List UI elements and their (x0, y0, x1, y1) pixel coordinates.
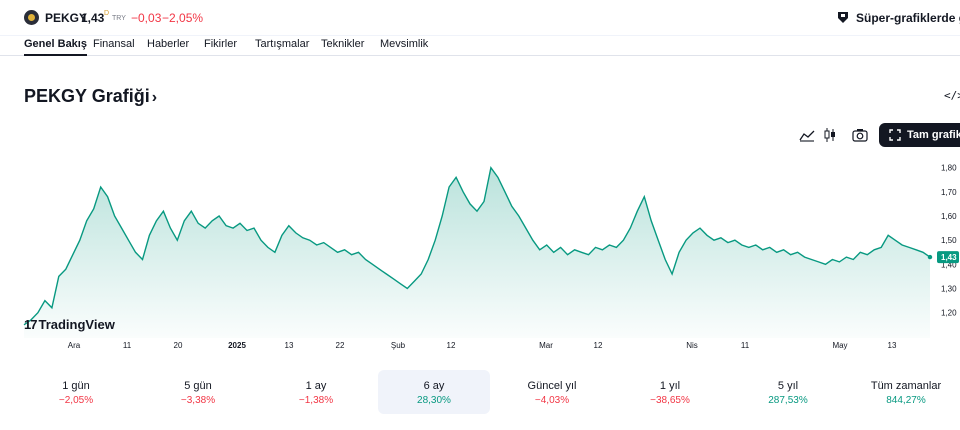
x-tick-label: 12 (594, 341, 603, 350)
period-label: 1 ay (305, 380, 327, 392)
x-tick-label: Nis (686, 341, 698, 350)
full-chart-button[interactable]: Tam grafik (879, 123, 960, 147)
period-ytd[interactable]: Güncel yıl −4,03% (496, 370, 608, 414)
chevron-right-icon: › (151, 89, 158, 106)
x-tick-label: Şub (391, 341, 406, 350)
tab-discussions[interactable]: Tartışmalar (255, 38, 310, 50)
section-tabs: Genel Bakış Finansal Haberler Fikirler T… (0, 36, 960, 56)
company-logo (24, 10, 39, 25)
period-6m[interactable]: 6 ay 28,30% (378, 370, 490, 414)
snapshot-button[interactable] (847, 124, 873, 146)
x-tick-label: 2025 (228, 341, 246, 350)
period-5d[interactable]: 5 gün −3,38% (142, 370, 254, 414)
period-all[interactable]: Tüm zamanlar 844,27% (850, 370, 960, 414)
price-change: −0,03 (131, 11, 162, 25)
period-label: Güncel yıl (527, 380, 577, 392)
period-label: 5 gün (184, 380, 212, 392)
camera-icon (852, 129, 868, 142)
last-price: 1,43 (81, 11, 105, 25)
period-change: −2,05% (58, 395, 94, 406)
chart-title-text: PEKGY Grafiği (24, 86, 150, 106)
price-chart[interactable]: 1,80 1,70 1,60 1,50 1,40 1,30 1,20 1,43 Ara 11 20… (0, 150, 960, 355)
period-5y[interactable]: 5 yıl 287,53% (732, 370, 844, 414)
last-value-badge (937, 251, 959, 264)
x-tick-label: May (832, 341, 847, 350)
area-chart-button[interactable] (794, 124, 820, 146)
tv-logo-icon: 17 (24, 317, 38, 332)
period-label: 5 yıl (777, 380, 799, 392)
y-tick-label: 1,70 (941, 188, 957, 197)
tab-financials[interactable]: Finansal (93, 38, 135, 50)
period-label: Tüm zamanlar (870, 380, 942, 392)
x-tick-label: 12 (447, 341, 456, 350)
period-1d[interactable]: 1 gün −2,05% (20, 370, 132, 414)
tradingview-logo: 17 TradingView (24, 317, 115, 332)
period-change: 287,53% (768, 395, 808, 406)
tab-overview[interactable]: Genel Bakış (24, 38, 87, 56)
tab-ideas[interactable]: Fikirler (204, 38, 237, 50)
period-label: 1 gün (62, 380, 90, 392)
period-1m[interactable]: 1 ay −1,38% (260, 370, 372, 414)
period-change: −1,38% (298, 395, 334, 406)
period-change: −38,65% (650, 395, 690, 406)
x-tick-label: 13 (285, 341, 294, 350)
x-tick-label: 11 (123, 341, 132, 350)
y-tick-label: 1,60 (941, 212, 957, 221)
y-tick-label: 1,50 (941, 236, 957, 245)
x-tick-label: 13 (888, 341, 897, 350)
candlestick-button[interactable] (817, 124, 843, 146)
candlestick-icon (824, 128, 835, 142)
area-chart-icon (799, 130, 815, 142)
period-change: 28,30% (417, 395, 451, 406)
y-tick-label: 1,80 (941, 164, 957, 173)
y-tick-label: 1,40 (941, 260, 957, 269)
full-chart-label: Tam grafik (907, 129, 960, 141)
period-change: −3,38% (180, 395, 216, 406)
price-area-fill (24, 167, 930, 338)
period-change: −4,03% (534, 395, 570, 406)
tab-seasonals[interactable]: Mevsimlik (380, 38, 429, 50)
currency-label: TRY (112, 15, 126, 22)
price-change-percent: −2,05% (162, 11, 204, 25)
tab-news[interactable]: Haberler (147, 38, 190, 50)
period-label: 1 yıl (659, 380, 681, 392)
last-point-marker (927, 254, 933, 260)
tab-technicals[interactable]: Teknikler (321, 38, 365, 50)
period-label: 6 ay (423, 380, 445, 392)
x-tick-label: 22 (336, 341, 345, 350)
tradingview-brand: TradingView (38, 317, 115, 332)
x-tick-label: 11 (741, 341, 750, 350)
embed-code-icon[interactable]: </> (944, 89, 960, 102)
x-tick-label: Ara (68, 341, 81, 350)
last-value-label: 1,43 (941, 253, 957, 262)
period-change: 844,27% (886, 395, 926, 406)
x-tick-label: Mar (539, 341, 553, 350)
period-selector: 1 gün −2,05% 5 gün −3,38% 1 ay −1,38% 6 … (20, 370, 960, 414)
super-charts-link[interactable]: Süper-grafiklerde görün (856, 11, 960, 25)
super-charts-icon[interactable] (836, 10, 850, 24)
chart-title-link[interactable]: PEKGY Grafiği › (24, 86, 157, 107)
ticker-symbol[interactable]: PEKGY (45, 11, 88, 25)
expand-icon (889, 129, 901, 141)
top-bar: PEKGY 1,43 D TRY −0,03 −2,05% Süper-graf… (0, 0, 960, 36)
price-line (23, 166, 931, 326)
x-tick-label: 20 (174, 341, 183, 350)
price-delayed-badge: D (104, 10, 110, 17)
y-tick-label: 1,20 (941, 309, 957, 318)
y-tick-label: 1,30 (941, 285, 957, 294)
period-1y[interactable]: 1 yıl −38,65% (614, 370, 726, 414)
